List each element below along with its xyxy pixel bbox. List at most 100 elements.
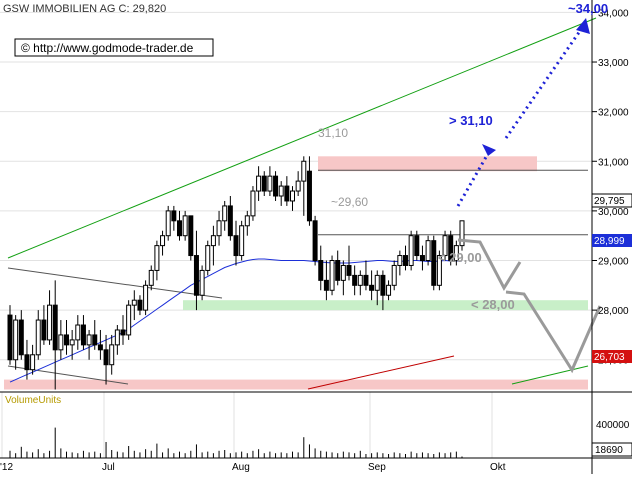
target-high-label: ~34,00 — [568, 1, 608, 16]
candle-body — [284, 185, 290, 202]
candle-body — [256, 175, 262, 192]
volume-last-tag — [591, 442, 632, 457]
candle-body — [414, 235, 420, 257]
candle-body — [436, 255, 442, 286]
candle-body — [75, 324, 81, 341]
channel-upper-line — [7, 17, 597, 259]
candle-body — [267, 175, 273, 192]
x-tick-label: Sep — [368, 462, 386, 473]
horizontal-levels — [318, 169, 588, 236]
y-tick-label: 31,000 — [598, 157, 629, 168]
candle-body — [205, 245, 211, 271]
candle-body — [369, 284, 375, 291]
source-box — [14, 38, 214, 57]
candle-body — [160, 235, 166, 247]
channel-lower-line — [511, 365, 589, 385]
candle-body — [13, 319, 19, 361]
candle-body — [69, 339, 75, 346]
candle-body — [210, 235, 216, 247]
candle-body — [171, 210, 177, 222]
volume-tick-400000: 400000 — [596, 420, 630, 431]
zone-support — [183, 300, 588, 311]
candle-body — [216, 220, 222, 237]
candle-body — [182, 215, 188, 237]
candle-body — [126, 304, 132, 336]
candle-body — [239, 225, 245, 257]
candle-body — [290, 190, 295, 202]
candle-body — [188, 215, 194, 257]
level-2960-label: ~29,60 — [331, 195, 368, 209]
zone-resistance — [318, 156, 537, 172]
candle-body — [397, 255, 403, 266]
candle-body — [47, 304, 53, 341]
candle-body — [233, 235, 239, 257]
candle-body — [80, 324, 86, 346]
candle-body — [352, 274, 358, 286]
y-tick-label: 30,000 — [598, 207, 629, 218]
x-tick-label: Jul — [102, 462, 115, 473]
candle-body — [301, 160, 307, 182]
time-axis: '12 Jul Aug Sep Okt — [0, 462, 506, 473]
candle-body — [318, 260, 324, 281]
candle-body — [30, 354, 36, 371]
target-mid-label: > 31,10 — [449, 113, 493, 128]
candle-body — [193, 255, 199, 296]
candle-body — [448, 235, 454, 262]
ma-long-tag — [592, 350, 632, 363]
projection-paths — [456, 18, 602, 374]
candle-body — [177, 220, 182, 237]
level-29-label: < 29,00 — [438, 250, 482, 265]
candle-body — [459, 220, 465, 247]
candle-body — [295, 180, 301, 192]
candle-body — [114, 329, 120, 346]
y-tick-label: 29,000 — [598, 257, 629, 268]
candle-body — [137, 299, 143, 311]
y-tick-label: 28,000 — [598, 306, 629, 317]
candle-body — [148, 269, 154, 286]
candlesticks — [7, 156, 465, 390]
candle-body — [273, 175, 279, 197]
candle-body — [408, 235, 414, 266]
candle-body — [425, 240, 431, 262]
candle-body — [335, 260, 341, 281]
candle-body — [312, 220, 318, 262]
x-tick-label: Aug — [232, 462, 250, 473]
source-url: © http://www.godmode-trader.de — [21, 41, 194, 55]
x-tick-label: Okt — [490, 462, 506, 473]
ma-long-value: 26,703 — [594, 352, 625, 363]
candle-body — [403, 255, 408, 266]
projection-blue-2 — [504, 27, 584, 139]
projection-arrow-head-2 — [576, 18, 590, 34]
candle-body — [58, 334, 64, 351]
candle-body — [386, 284, 392, 296]
candle-body — [97, 344, 103, 351]
level-3110-label: 31,10 — [318, 126, 348, 140]
candle-body — [453, 245, 459, 262]
projection-arrow-head-1 — [482, 144, 496, 156]
candle-body — [363, 274, 369, 286]
last-price-value: 29,795 — [594, 196, 625, 207]
candle-body — [419, 255, 425, 262]
projection-gray-1 — [457, 238, 522, 292]
candle-body — [165, 210, 171, 237]
candle-body — [92, 334, 98, 346]
candle-body — [18, 319, 24, 356]
header-title: GSW IMMOBILIEN AG C: 29,820 — [3, 3, 166, 15]
x-tick-label: '12 — [0, 462, 13, 473]
candle-body — [86, 334, 92, 346]
candle-body — [380, 274, 386, 296]
candle-body — [391, 264, 397, 286]
candle-body — [442, 235, 448, 257]
candle-body — [227, 205, 233, 237]
candle-body — [222, 205, 228, 222]
last-price-tag — [591, 193, 632, 208]
candle-body — [278, 185, 284, 197]
candle-body — [41, 319, 47, 341]
candle-body — [7, 314, 13, 361]
candle-body — [131, 299, 137, 306]
candle-body — [346, 264, 352, 276]
candle-body — [244, 215, 250, 227]
candle-body — [64, 334, 69, 346]
candle-body — [199, 269, 205, 296]
